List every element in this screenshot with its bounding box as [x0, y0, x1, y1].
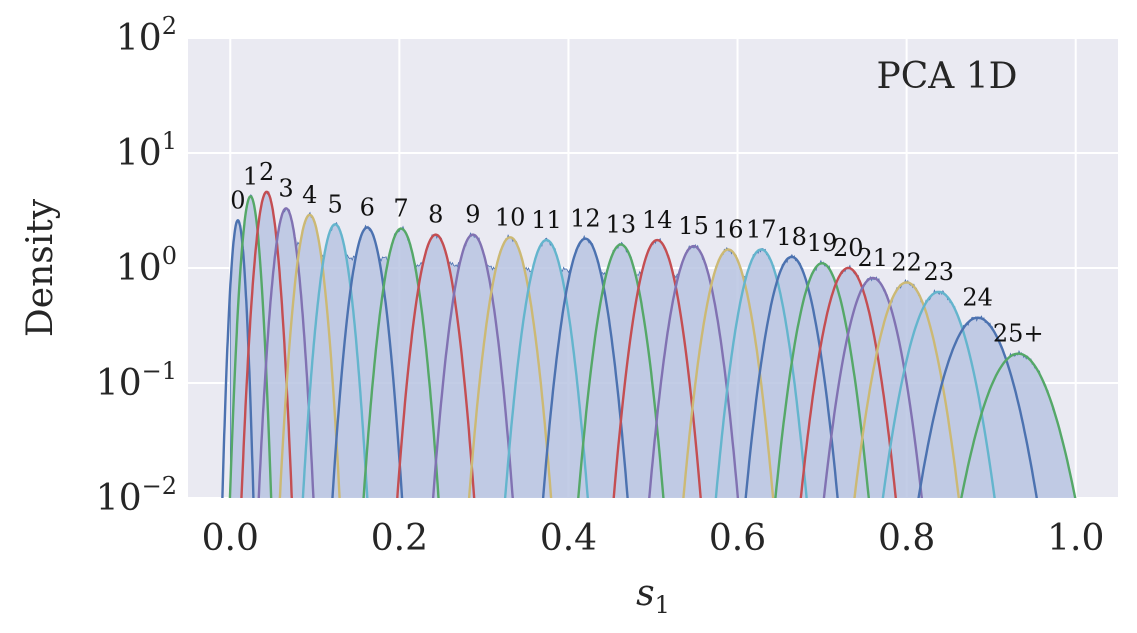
- series-curve-16: [682, 248, 775, 498]
- series-curve-0: [221, 219, 255, 498]
- y-tick-exp-4: 2: [162, 12, 177, 40]
- peak-label-3: 3: [278, 174, 293, 202]
- y-tick-label-0: 10−2: [96, 472, 177, 519]
- series-curve-9: [431, 233, 514, 498]
- series-curve-6: [331, 226, 404, 498]
- x-tick-label-1: 0.2: [371, 518, 428, 559]
- peak-label-17: 17: [746, 215, 777, 243]
- peak-label-11: 11: [531, 206, 562, 234]
- series-curve-24: [917, 316, 1038, 498]
- peak-label-0: 0: [230, 186, 245, 214]
- peak-label-12: 12: [570, 205, 601, 233]
- series-curve-21: [822, 276, 923, 498]
- x-axis-ticks: 0.0 0.2 0.4 0.6 0.8 1.0: [202, 518, 1105, 559]
- y-tick-exp-3: 1: [162, 127, 177, 155]
- peak-label-22: 22: [891, 248, 922, 276]
- peak-label-2: 2: [259, 158, 274, 186]
- y-tick-base-1: 10: [96, 363, 142, 404]
- peak-label-23: 23: [923, 258, 954, 286]
- y-tick-label-1: 10−1: [96, 357, 177, 404]
- series-curve-15: [648, 244, 740, 498]
- peak-label-15: 15: [678, 212, 709, 240]
- peak-label-7: 7: [393, 195, 408, 223]
- peak-label-14: 14: [642, 206, 673, 234]
- y-axis-title: Density: [20, 198, 61, 337]
- chart-annotation: PCA 1D: [877, 56, 1018, 97]
- series-curve-22: [853, 281, 961, 498]
- x-tick-label-4: 0.8: [878, 518, 935, 559]
- peak-label-9: 9: [465, 201, 480, 229]
- peak-label-24: 24: [962, 284, 993, 312]
- y-tick-exp-1: −1: [142, 357, 177, 385]
- series-curve-23: [881, 290, 996, 498]
- peak-label-21: 21: [858, 244, 889, 272]
- x-tick-label-2: 0.4: [540, 518, 597, 559]
- y-tick-exp-2: 0: [162, 242, 177, 270]
- peak-label-4: 4: [302, 181, 317, 209]
- series-curve-8: [396, 233, 476, 498]
- y-tick-label-3: 101: [116, 127, 177, 174]
- y-tick-base-0: 10: [96, 478, 142, 519]
- y-tick-base-4: 10: [116, 18, 162, 59]
- x-axis-title: s1: [636, 573, 670, 619]
- series-curve-17: [714, 248, 808, 498]
- peak-label-8: 8: [428, 201, 443, 229]
- y-tick-label-2: 100: [116, 242, 177, 289]
- x-tick-label-3: 0.6: [709, 518, 766, 559]
- series-curves: [221, 190, 1077, 498]
- y-tick-base-3: 10: [116, 133, 162, 174]
- series-curve-7: [362, 227, 440, 498]
- series-curve-10: [467, 236, 553, 498]
- peak-label-6: 6: [360, 193, 375, 221]
- series-curve-2: [240, 190, 293, 498]
- peak-label-1: 1: [243, 162, 258, 190]
- x-axis-title-main: s: [636, 573, 654, 614]
- x-tick-label-5: 1.0: [1047, 518, 1104, 559]
- series-curve-4: [278, 213, 341, 498]
- peak-label-25: 25+: [993, 320, 1044, 348]
- y-tick-label-4: 102: [116, 12, 177, 59]
- peak-label-10: 10: [495, 203, 526, 231]
- peak-label-16: 16: [713, 215, 744, 243]
- x-tick-label-0: 0.0: [202, 518, 259, 559]
- peak-label-19: 19: [807, 229, 838, 257]
- series-curve-14: [612, 238, 702, 498]
- peak-label-5: 5: [327, 190, 342, 218]
- series-curve-11: [503, 238, 589, 498]
- peak-label-20: 20: [833, 234, 864, 262]
- peak-label-18: 18: [776, 223, 807, 251]
- series-curve-3: [257, 207, 315, 498]
- series-curve-25: [960, 352, 1077, 498]
- y-tick-base-2: 10: [116, 248, 162, 289]
- peak-label-13: 13: [606, 211, 637, 239]
- x-axis-title-sub: 1: [655, 591, 670, 619]
- series-curve-5: [301, 223, 369, 498]
- y-tick-exp-0: −2: [142, 472, 177, 500]
